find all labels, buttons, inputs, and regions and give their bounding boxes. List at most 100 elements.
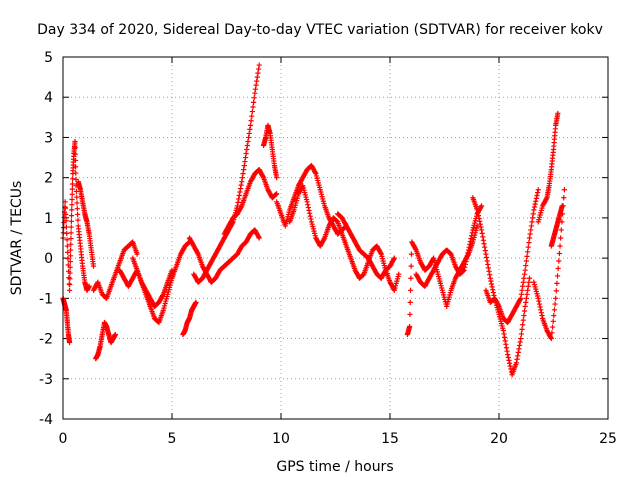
data-series-arc-1 <box>60 138 92 293</box>
data-point <box>252 86 259 92</box>
data-point <box>479 230 485 237</box>
data-point <box>502 334 508 341</box>
data-point <box>531 207 537 213</box>
data-point <box>255 66 262 72</box>
data-point <box>69 207 75 213</box>
data-point <box>482 248 488 254</box>
data-point <box>66 339 73 346</box>
data-point <box>533 195 539 201</box>
x-tick-label: 25 <box>599 431 617 447</box>
data-point <box>74 194 80 200</box>
data-point <box>237 185 244 192</box>
data-point <box>528 223 534 229</box>
data-point <box>407 323 413 330</box>
data-series-arc-3 <box>75 179 97 269</box>
data-point <box>520 322 526 328</box>
data-point <box>464 256 470 262</box>
data-point <box>553 288 559 294</box>
data-point <box>489 284 495 290</box>
data-point <box>247 122 254 128</box>
data-point <box>480 234 486 240</box>
data-point <box>64 243 70 249</box>
data-point <box>250 99 257 105</box>
data-point <box>522 303 528 309</box>
data-point <box>506 360 513 366</box>
data-point <box>518 335 524 342</box>
data-point <box>555 110 561 116</box>
data-point <box>256 235 262 241</box>
data-point <box>305 202 311 208</box>
data-point <box>306 207 312 214</box>
data-point <box>484 258 490 264</box>
data-point <box>551 312 557 319</box>
y-tick-label: -3 <box>39 372 53 388</box>
data-point <box>488 281 495 287</box>
data-point <box>467 241 473 247</box>
data-point <box>75 217 81 223</box>
data-point <box>530 211 536 217</box>
data-point <box>514 356 520 362</box>
data-point <box>64 230 70 237</box>
data-point <box>67 258 73 265</box>
data-point <box>490 287 496 293</box>
data-point <box>530 215 536 221</box>
data-point <box>548 335 554 342</box>
data-point <box>69 196 75 203</box>
data-point <box>74 200 80 206</box>
data-point <box>477 218 483 224</box>
data-point <box>476 215 482 222</box>
x-tick-label: 15 <box>381 431 399 447</box>
data-series-arc-12 <box>260 122 280 181</box>
data-point <box>68 224 74 230</box>
data-point <box>478 227 485 233</box>
data-point <box>501 331 507 337</box>
data-point <box>64 237 70 243</box>
data-point <box>65 249 71 255</box>
data-point <box>521 312 527 319</box>
data-series-arc-19 <box>483 187 541 326</box>
data-point <box>556 258 562 264</box>
data-point <box>522 267 528 273</box>
grid-lines <box>63 57 608 419</box>
data-point <box>244 146 250 153</box>
data-point <box>274 175 280 181</box>
data-point <box>482 244 488 250</box>
data-point <box>241 167 247 173</box>
data-point <box>408 263 414 269</box>
data-point <box>66 287 73 293</box>
data-point <box>523 299 529 305</box>
data-series-arc-9 <box>191 62 262 285</box>
data-point <box>535 295 541 301</box>
data-point <box>67 270 73 276</box>
data-point <box>527 231 533 237</box>
data-point <box>525 283 531 289</box>
data-point <box>73 188 79 195</box>
data-point <box>523 262 529 269</box>
data-point <box>66 275 72 281</box>
data-point <box>549 330 555 336</box>
data-point <box>72 151 78 157</box>
data-point <box>537 304 543 310</box>
data-point <box>252 90 258 96</box>
data-point <box>558 227 564 233</box>
data-point <box>520 279 526 285</box>
data-point <box>556 250 563 257</box>
data-point <box>531 204 538 210</box>
data-point <box>518 291 525 297</box>
data-point <box>467 238 473 245</box>
data-point <box>486 268 492 274</box>
data-point <box>234 203 240 209</box>
data-point <box>465 247 472 253</box>
data-point <box>487 272 493 278</box>
data-point <box>558 235 564 241</box>
data-point <box>68 218 75 224</box>
y-tick-label: -1 <box>39 291 53 307</box>
data-point <box>528 227 534 233</box>
data-point <box>239 179 245 185</box>
data-point <box>408 251 415 257</box>
data-point <box>490 289 496 296</box>
data-point <box>554 280 560 286</box>
data-point <box>550 318 556 324</box>
data-point <box>246 130 252 137</box>
data-point <box>525 249 531 255</box>
